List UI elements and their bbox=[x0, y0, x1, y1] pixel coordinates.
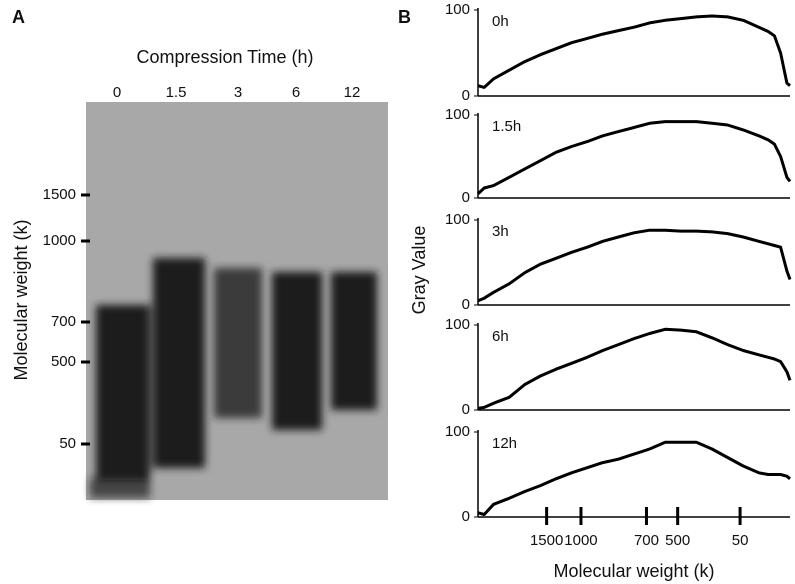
lane-label: 1.5 bbox=[166, 84, 187, 101]
lane-smear bbox=[153, 258, 205, 468]
data-line bbox=[477, 14, 791, 89]
y-tick-label: 0 bbox=[462, 508, 470, 525]
marker-label: 1000 bbox=[43, 232, 76, 249]
lane-smear bbox=[272, 272, 322, 430]
y-tick-label: 0 bbox=[462, 401, 470, 418]
lane-label: 12 bbox=[344, 84, 361, 101]
x-tick-label: 1000 bbox=[564, 532, 597, 549]
chart-title: 0h bbox=[492, 13, 509, 30]
marker-label: 500 bbox=[51, 353, 76, 370]
x-tick-label: 700 bbox=[634, 532, 659, 549]
marker-label: 700 bbox=[51, 313, 76, 330]
panel-label: B bbox=[398, 7, 411, 27]
x-tick-label: 500 bbox=[665, 532, 690, 549]
y-tick-label: 100 bbox=[445, 211, 470, 228]
chart-title: 1.5h bbox=[492, 118, 521, 135]
y-tick-label: 100 bbox=[445, 423, 470, 440]
x-tick-label: 1500 bbox=[530, 532, 563, 549]
chart-title: 12h bbox=[492, 435, 517, 452]
lane-smear bbox=[96, 305, 150, 480]
lane-smear bbox=[214, 268, 262, 418]
x-axis-label: Molecular weight (k) bbox=[553, 561, 714, 581]
y-axis-label: Gray Value bbox=[409, 226, 429, 315]
y-tick-label: 100 bbox=[445, 1, 470, 18]
lane-smear bbox=[90, 478, 150, 498]
lane-label: 3 bbox=[234, 84, 242, 101]
panel-label: A bbox=[12, 7, 25, 27]
lane-label: 6 bbox=[292, 84, 300, 101]
data-line bbox=[477, 228, 792, 303]
marker-label: 1500 bbox=[43, 186, 76, 203]
chart-title: 6h bbox=[492, 328, 509, 345]
lane-smear bbox=[331, 272, 377, 410]
gel-bands bbox=[90, 258, 377, 498]
data-line bbox=[477, 440, 791, 516]
x-tick-label: 50 bbox=[732, 532, 749, 549]
y-tick-label: 0 bbox=[462, 296, 470, 313]
y-tick-label: 100 bbox=[445, 106, 470, 123]
gel-title: Compression Time (h) bbox=[136, 47, 313, 67]
data-line bbox=[477, 327, 792, 410]
chart-title: 3h bbox=[492, 223, 509, 240]
gel-y-label: Molecular weight (k) bbox=[11, 219, 31, 380]
y-tick-label: 0 bbox=[462, 189, 470, 206]
y-tick-label: 0 bbox=[462, 87, 470, 104]
data-line bbox=[476, 120, 792, 195]
marker-label: 50 bbox=[59, 435, 76, 452]
y-tick-label: 100 bbox=[445, 316, 470, 333]
lane-label: 0 bbox=[113, 84, 121, 101]
